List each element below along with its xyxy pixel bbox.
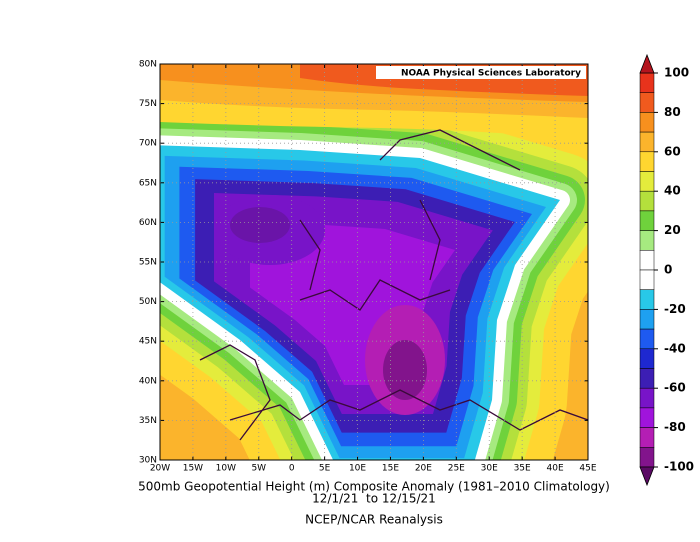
colorbar-band (639, 131, 655, 153)
colorbar-band (639, 171, 655, 192)
colorbar-over (639, 53, 655, 74)
lat-label: 55N (139, 258, 157, 268)
graticule (159, 63, 589, 461)
lon-label: 30E (481, 464, 498, 474)
lon-label: 45E (579, 464, 596, 474)
colorbar-band (639, 112, 655, 133)
lon-label: 10W (216, 464, 236, 474)
dates: 12/1/21 to 12/15/21 (312, 492, 436, 506)
lat-label: 30N (139, 456, 157, 466)
lon-label: 35E (514, 464, 531, 474)
colorbar-label: -40 (664, 341, 686, 355)
colorbar-label: -80 (664, 420, 686, 434)
colorbar-label: 60 (664, 144, 681, 158)
lon-label: 10E (349, 464, 366, 474)
credit: NOAA Physical Sciences Laboratory (401, 69, 581, 79)
colorbar-label: 80 (664, 105, 681, 119)
lon-label: 20W (150, 464, 170, 474)
colorbar-label: 0 (664, 263, 672, 277)
colorbar-band (639, 407, 655, 428)
lat-label: 75N (139, 99, 157, 109)
colorbar-band (639, 210, 655, 231)
colorbar-label: -20 (664, 302, 686, 316)
lon-label: 25E (448, 464, 465, 474)
lon-label: 40E (547, 464, 564, 474)
lat-label: 50N (139, 297, 157, 307)
colorbar-band (639, 427, 655, 448)
lon-label: 0 (289, 464, 295, 474)
lat-label: 60N (139, 218, 157, 228)
lat-label: 70N (139, 139, 157, 149)
lon-label: 15E (382, 464, 399, 474)
coastline (199, 129, 588, 441)
colorbar-band (639, 328, 655, 350)
credit-box (376, 66, 586, 79)
colorbar-band (639, 309, 655, 330)
lat-label: 65N (139, 178, 157, 188)
lon-label: 20E (415, 464, 432, 474)
lon-label: 5W (251, 464, 266, 474)
lat-label: 40N (139, 376, 157, 386)
colorbar-band (639, 368, 655, 389)
colorbar-under (639, 466, 655, 487)
lon-label: 5E (319, 464, 331, 474)
colorbar-band (639, 230, 655, 251)
colorbar-label: -100 (664, 460, 694, 474)
lat-label: 45N (139, 337, 157, 347)
lat-label: 80N (139, 60, 157, 70)
colorbar-label: 40 (664, 184, 681, 198)
colorbar-label: 20 (664, 223, 681, 237)
colorbar-band (639, 151, 655, 172)
colorbar-band (639, 190, 655, 212)
source: NCEP/NCAR Reanalysis (305, 513, 443, 527)
colorbar-band (639, 387, 655, 409)
colorbar-band (639, 447, 655, 468)
colorbar-label: 100 (664, 66, 689, 80)
title: 500mb Geopotential Height (m) Composite … (138, 480, 610, 494)
colorbar-band (639, 92, 655, 113)
colorbar-band (639, 72, 655, 93)
colorbar-label: -60 (664, 381, 686, 395)
colorbar-band (639, 348, 655, 369)
colorbar-band (639, 250, 655, 271)
lat-label: 35N (139, 416, 157, 426)
colorbar-band (639, 269, 655, 290)
colorbar: 100 80 60 40 20 0 -20 -40 -60 -80 -100 (639, 53, 694, 487)
lon-label: 15W (183, 464, 203, 474)
map-frame (159, 63, 589, 461)
colorbar-band (639, 289, 655, 310)
